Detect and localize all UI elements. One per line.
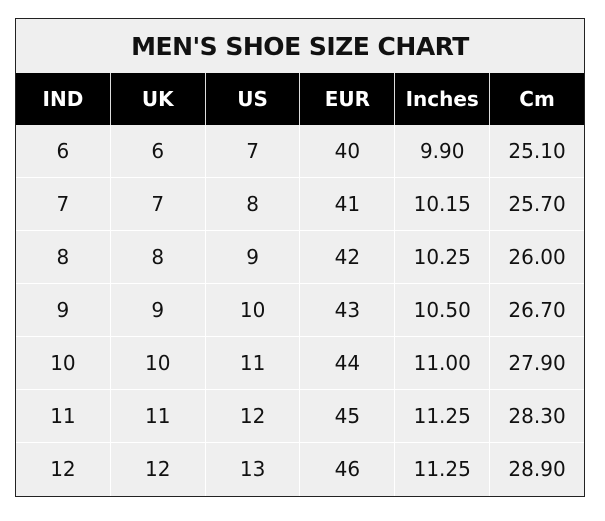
table-cell: 7 xyxy=(110,178,206,231)
table-cell: 43 xyxy=(300,284,396,337)
column-header: IND xyxy=(16,73,111,125)
table-cell: 12 xyxy=(111,443,206,496)
table-row: 10 10 11 44 11.00 27.90 xyxy=(16,337,584,390)
table-row: 12 12 13 46 11.25 28.90 xyxy=(16,443,584,496)
table-cell: 10 xyxy=(110,337,206,390)
table-cell: 40 xyxy=(300,125,396,178)
table-cell: 10.15 xyxy=(395,178,491,231)
table-cell: 44 xyxy=(300,337,396,390)
table-cell: 46 xyxy=(300,443,396,496)
table-cell: 12 xyxy=(16,443,111,496)
column-header: EUR xyxy=(300,73,396,125)
table-cell: 7 xyxy=(16,178,111,231)
table-cell: 28.30 xyxy=(490,390,584,443)
header-row: IND UK US EUR Inches Cm xyxy=(16,73,584,125)
column-header: US xyxy=(206,73,301,125)
table-cell: 8 xyxy=(16,231,111,284)
column-header: Inches xyxy=(395,73,491,125)
table-cell: 11.25 xyxy=(395,390,491,443)
table-cell: 11.25 xyxy=(395,443,491,496)
table-cell: 42 xyxy=(300,231,396,284)
table-cell: 10.25 xyxy=(395,231,491,284)
table-cell: 10 xyxy=(205,284,301,337)
table-cell: 27.90 xyxy=(490,337,584,390)
table-cell: 45 xyxy=(300,390,396,443)
table-row: 7 7 8 41 10.15 25.70 xyxy=(16,178,584,231)
table-cell: 8 xyxy=(205,178,301,231)
table-cell: 10 xyxy=(16,337,111,390)
table-body: 6 6 7 40 9.90 25.10 7 7 8 41 10.15 25.70 8 8 9 42 10.25 2… xyxy=(16,125,584,496)
table-cell: 26.00 xyxy=(490,231,584,284)
table-cell: 11.00 xyxy=(395,337,491,390)
table-cell: 12 xyxy=(205,390,301,443)
table-cell: 13 xyxy=(206,443,301,496)
table-cell: 26.70 xyxy=(490,284,584,337)
table-cell: 8 xyxy=(110,231,206,284)
size-chart-table: MEN'S SHOE SIZE CHART IND UK US EUR Inches Cm… xyxy=(15,18,585,497)
table-cell: 28.90 xyxy=(508,457,566,481)
table-cell: 9.90 xyxy=(395,125,491,178)
table-cell: 10.50 xyxy=(395,284,491,337)
table-row: 9 9 10 43 10.50 26.70 xyxy=(16,284,584,337)
table-cell: 11 xyxy=(16,390,111,443)
table-row: 11 11 12 45 11.25 28.30 xyxy=(16,390,584,443)
table-cell: 25.10 xyxy=(490,125,584,178)
column-header: UK xyxy=(111,73,206,125)
table-cell: 41 xyxy=(300,178,396,231)
table-cell: 7 xyxy=(205,125,301,178)
table-title: MEN'S SHOE SIZE CHART xyxy=(131,32,469,61)
table-cell: 6 xyxy=(16,125,111,178)
table-cell: 11 xyxy=(110,390,206,443)
table-cell: 9 xyxy=(205,231,301,284)
table-cell: 9 xyxy=(110,284,206,337)
table-cell: 9 xyxy=(16,284,111,337)
table-cell: 25.70 xyxy=(490,178,584,231)
table-row: 8 8 9 42 10.25 26.00 xyxy=(16,231,584,284)
table-cell: 11 xyxy=(205,337,301,390)
table-cell: 6 xyxy=(110,125,206,178)
table-row: 6 6 7 40 9.90 25.10 xyxy=(16,125,584,178)
column-header: Cm xyxy=(519,87,555,111)
